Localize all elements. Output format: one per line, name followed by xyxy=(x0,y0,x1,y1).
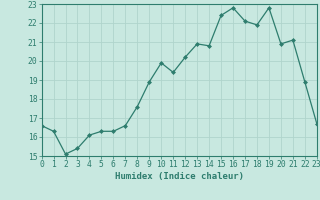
X-axis label: Humidex (Indice chaleur): Humidex (Indice chaleur) xyxy=(115,172,244,181)
